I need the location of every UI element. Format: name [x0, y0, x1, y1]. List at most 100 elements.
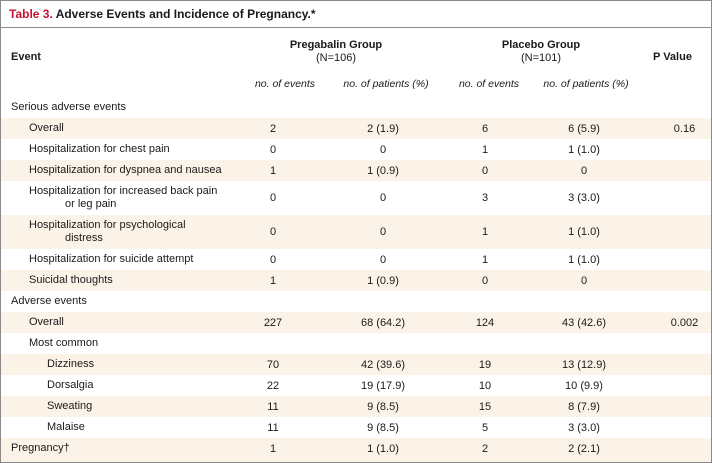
table-row: Overall 227 68 (64.2) 124 43 (42.6) 0.00…	[1, 312, 711, 333]
table-row: Hospitalization for dyspnea and nausea 1…	[1, 160, 711, 181]
placebo-events-cell: 2	[481, 442, 489, 455]
placebo-events-cell: 1	[481, 253, 489, 266]
row-label: Sweating	[47, 400, 93, 412]
table-row: Adverse events	[1, 291, 711, 312]
table-row: Dizziness 70 42 (39.6) 19 13 (12.9)	[1, 354, 711, 375]
row-label: Overall	[29, 316, 64, 328]
row-label: Hospitalization for psychological distre…	[1, 219, 240, 245]
table-row: Dorsalgia 22 19 (17.9) 10 10 (9.9)	[1, 375, 711, 396]
table-number: Table 3.	[9, 7, 53, 21]
pregabalin-patients-cell: 9 (8.5)	[367, 400, 399, 413]
placebo-events-cell: 5	[481, 421, 489, 434]
row-label: Adverse events	[11, 295, 87, 307]
pregabalin-patients-cell: 9 (8.5)	[367, 421, 399, 434]
placebo-events-cell: 10	[478, 379, 492, 392]
header-placebo: Placebo Group (N=101)	[461, 39, 621, 65]
table-row: Serious adverse events	[1, 97, 711, 118]
placebo-events-cell: 19	[478, 358, 492, 371]
table-title: Table 3. Adverse Events and Incidence of…	[1, 1, 711, 28]
pregabalin-events-cell: 1	[269, 442, 277, 455]
placebo-patients-cell: 43 (42.6)	[561, 316, 607, 329]
row-label: Pregnancy†	[11, 442, 70, 454]
subheader-pregabalin-patients: no. of patients (%)	[343, 78, 429, 90]
pregabalin-events-cell: 0	[269, 253, 277, 266]
pregabalin-events-cell: 0	[269, 143, 277, 156]
header-placebo-label: Placebo Group	[501, 39, 581, 51]
pregabalin-patients-cell: 1 (0.9)	[367, 164, 399, 177]
row-label-line1: Hospitalization for increased back pain	[29, 185, 218, 197]
p-value-cell: 0.16	[673, 122, 696, 135]
table-row: Hospitalization for increased back pain …	[1, 181, 711, 215]
p-value-cell: 0.002	[670, 316, 699, 329]
pregabalin-events-cell: 11	[267, 400, 279, 413]
subheader-placebo-patients: no. of patients (%)	[543, 78, 629, 90]
header-pregabalin: Pregabalin Group (N=106)	[256, 39, 416, 65]
placebo-patients-cell: 1 (1.0)	[568, 253, 600, 266]
placebo-events-cell: 0	[481, 274, 489, 287]
row-label-line2: or leg pain	[65, 198, 117, 210]
pregabalin-events-cell: 0	[269, 226, 277, 238]
pregabalin-patients-cell: 0	[379, 143, 387, 156]
row-label: Dorsalgia	[47, 379, 94, 391]
pregabalin-patients-cell: 19 (17.9)	[360, 379, 406, 392]
placebo-patients-cell: 3 (3.0)	[568, 192, 600, 204]
row-label: Suicidal thoughts	[29, 274, 113, 286]
placebo-events-cell: 1	[481, 226, 489, 238]
pregabalin-events-cell: 0	[269, 192, 277, 204]
placebo-events-cell: 6	[481, 122, 489, 135]
table-row: Hospitalization for chest pain 0 0 1 1 (…	[1, 139, 711, 160]
placebo-events-cell: 15	[478, 400, 492, 413]
header-pregabalin-label: Pregabalin Group	[289, 39, 383, 51]
table-row: Suicidal thoughts 1 1 (0.9) 0 0	[1, 270, 711, 291]
pregabalin-events-cell: 1	[269, 164, 277, 177]
placebo-patients-cell: 13 (12.9)	[561, 358, 607, 371]
pregabalin-events-cell: 2	[269, 122, 277, 135]
placebo-patients-cell: 8 (7.9)	[568, 400, 600, 413]
row-label: Overall	[29, 122, 64, 134]
row-label: Hospitalization for chest pain	[29, 143, 170, 155]
table-row: Pregnancy† 1 1 (1.0) 2 2 (2.1)	[1, 438, 711, 459]
row-label: Hospitalization for suicide attempt	[29, 253, 194, 265]
placebo-events-cell: 124	[475, 316, 495, 329]
placebo-patients-cell: 2 (2.1)	[568, 442, 600, 455]
pregabalin-patients-cell: 0	[379, 192, 387, 204]
pregabalin-patients-cell: 68 (64.2)	[360, 316, 406, 329]
row-label-line1: Hospitalization for psychological	[29, 219, 186, 231]
placebo-patients-cell: 1 (1.0)	[568, 143, 600, 156]
table-row: Overall 2 2 (1.9) 6 6 (5.9) 0.16	[1, 118, 711, 139]
row-label: Most common	[29, 337, 99, 349]
pregabalin-patients-cell: 0	[379, 253, 387, 266]
table-body: Serious adverse events Overall 2 2 (1.9)…	[1, 97, 711, 459]
row-label: Malaise	[47, 421, 85, 433]
pregabalin-patients-cell: 1 (0.9)	[367, 274, 399, 287]
placebo-patients-cell: 1 (1.0)	[568, 226, 600, 238]
subheader-placebo-events: no. of events	[458, 78, 520, 90]
table-row: Hospitalization for suicide attempt 0 0 …	[1, 249, 711, 270]
pregabalin-patients-cell: 2 (1.9)	[367, 122, 399, 135]
pregabalin-patients-cell: 1 (1.0)	[367, 442, 399, 455]
header-event: Event	[11, 51, 41, 63]
placebo-patients-cell: 6 (5.9)	[568, 122, 600, 135]
pregabalin-patients-cell: 42 (39.6)	[360, 358, 406, 371]
table-row: Hospitalization for psychological distre…	[1, 215, 711, 249]
pregabalin-events-cell: 227	[263, 316, 283, 329]
row-label: Serious adverse events	[11, 101, 126, 113]
placebo-events-cell: 0	[481, 164, 489, 177]
placebo-patients-cell: 3 (3.0)	[568, 421, 600, 434]
table-title-text: Adverse Events and Incidence of Pregnanc…	[55, 7, 316, 21]
table-header: Event Pregabalin Group (N=106) Placebo G…	[1, 28, 711, 98]
pregabalin-patients-cell: 0	[379, 226, 387, 238]
table-row: Malaise 11 9 (8.5) 5 3 (3.0)	[1, 417, 711, 438]
placebo-patients-cell: 0	[580, 274, 588, 287]
header-pregabalin-n: (N=106)	[315, 52, 357, 64]
row-label: Hospitalization for increased back pain …	[1, 185, 240, 211]
pregabalin-events-cell: 22	[266, 379, 280, 392]
placebo-patients-cell: 0	[580, 164, 588, 177]
pregabalin-events-cell: 70	[266, 358, 280, 371]
header-pvalue: P Value	[653, 51, 692, 63]
row-label: Dizziness	[47, 358, 95, 370]
table-row: Sweating 11 9 (8.5) 15 8 (7.9)	[1, 396, 711, 417]
table-row: Most common	[1, 333, 711, 354]
placebo-patients-cell: 10 (9.9)	[565, 379, 603, 392]
